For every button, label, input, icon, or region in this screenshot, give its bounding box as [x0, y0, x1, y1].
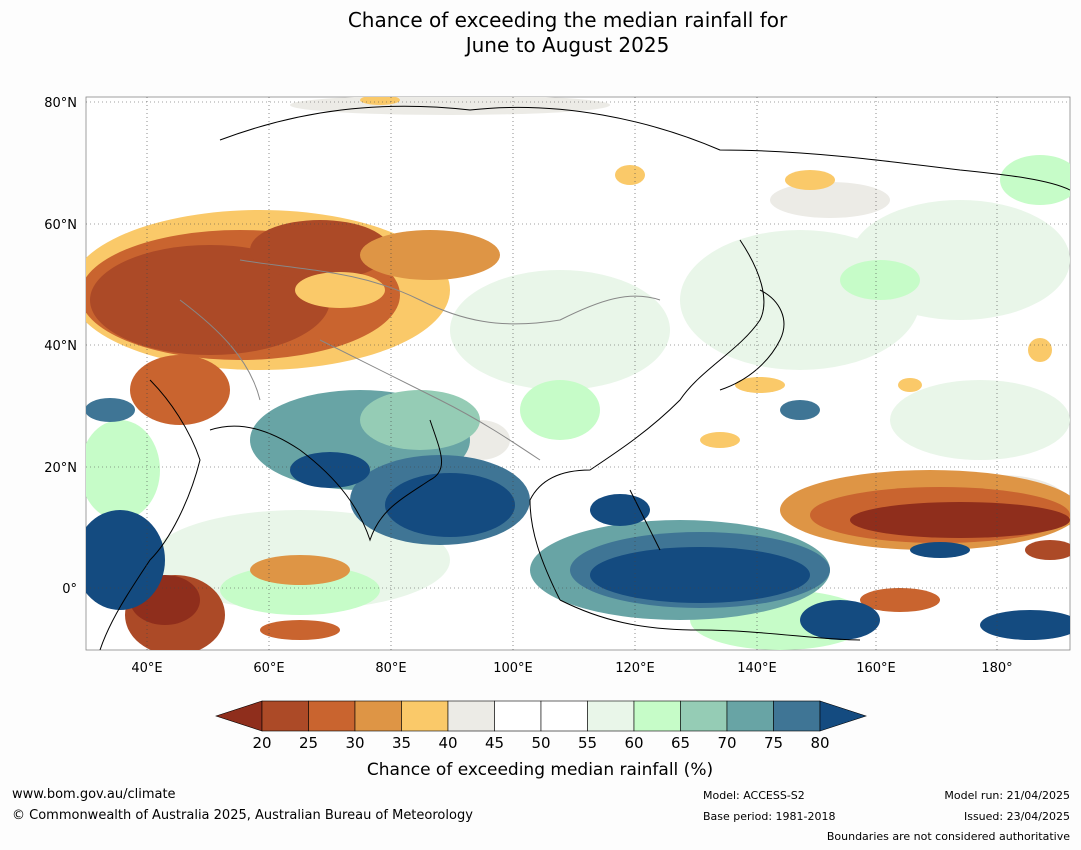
lon-label-40e: 40°E [131, 661, 162, 676]
lon-label-140e: 140°E [737, 661, 777, 676]
colorbar-cell [308, 700, 356, 732]
map-panel [85, 96, 1071, 651]
colorbar-tick-label: 65 [671, 734, 690, 752]
colorbar-tick-label: 45 [485, 734, 504, 752]
coastlines [99, 105, 1070, 650]
colorbar-cell [726, 700, 774, 732]
model-text: Model: ACCESS-S2 [703, 789, 805, 802]
wet-region-south-asia [86, 390, 530, 610]
lon-label-100e: 100°E [493, 661, 533, 676]
title-line-2: June to August 2025 [465, 33, 670, 57]
lat-label-20n: 20°N [44, 461, 77, 476]
colorbar-cell [447, 700, 495, 732]
lat-label-40n: 40°N [44, 339, 77, 354]
colorbar-cell [633, 700, 681, 732]
colorbar-cell [587, 700, 635, 732]
colorbar-tick-label: 60 [624, 734, 643, 752]
base-period-text: Base period: 1981-2018 [703, 810, 836, 823]
colorbar-tick-label: 80 [810, 734, 829, 752]
copyright-text: © Commonwealth of Australia 2025, Austra… [12, 808, 473, 823]
disclaimer-text: Boundaries are not considered authoritat… [826, 830, 1070, 843]
colorbar-cell [401, 700, 449, 732]
colorbar-extend-high [819, 700, 867, 732]
colorbar-tick-label: 30 [345, 734, 364, 752]
dry-region-pacific [780, 470, 1070, 612]
lon-label-180: 180° [981, 661, 1012, 676]
latitude-labels: 80°N 60°N 40°N 20°N 0° [44, 96, 77, 597]
colorbar-cells [261, 700, 821, 732]
country-borders [179, 259, 661, 461]
colorbar-cell [354, 700, 402, 732]
issued-text: Issued: 23/04/2025 [963, 810, 1070, 823]
title-line-1: Chance of exceeding the median rainfall … [347, 8, 788, 32]
colorbar-tick-label: 55 [578, 734, 597, 752]
colorbar-cell [680, 700, 728, 732]
lon-label-160e: 160°E [856, 661, 896, 676]
colorbar-cell [261, 700, 309, 732]
colorbar-tick-label: 50 [531, 734, 550, 752]
colorbar-tick-label: 70 [717, 734, 736, 752]
colorbar-cell [494, 700, 542, 732]
website-text: www.bom.gov.au/climate [12, 787, 176, 802]
lat-label-60n: 60°N [44, 218, 77, 233]
rainfall-probability-field [86, 97, 1070, 650]
colorbar-cell [773, 700, 821, 732]
colorbar-tick-label: 25 [299, 734, 318, 752]
lat-label-0: 0° [62, 582, 77, 597]
colorbar: 20 25 30 35 40 45 50 55 60 65 70 75 80 Chance of exc… [215, 700, 867, 780]
colorbar-ticks: 20 25 30 35 40 45 50 55 60 65 70 75 80 [252, 734, 829, 752]
dry-region-central-asia [86, 210, 500, 425]
longitude-labels: 40°E 60°E 80°E 100°E 120°E 140°E 160°E 1… [131, 661, 1012, 676]
colorbar-tick-label: 75 [764, 734, 783, 752]
lon-label-60e: 60°E [253, 661, 284, 676]
colorbar-extend-low [215, 700, 263, 732]
graticule [86, 97, 1070, 650]
colorbar-tick-label: 20 [252, 734, 271, 752]
model-run-text: Model run: 21/04/2025 [944, 789, 1070, 802]
colorbar-tick-label: 35 [392, 734, 411, 752]
lon-label-120e: 120°E [615, 661, 655, 676]
lon-label-80e: 80°E [375, 661, 406, 676]
lat-label-80n: 80°N [44, 96, 77, 111]
colorbar-title: Chance of exceeding median rainfall (%) [367, 760, 713, 780]
colorbar-tick-label: 40 [438, 734, 457, 752]
colorbar-cell [540, 700, 588, 732]
map-title: Chance of exceeding the median rainfall … [0, 8, 1081, 58]
